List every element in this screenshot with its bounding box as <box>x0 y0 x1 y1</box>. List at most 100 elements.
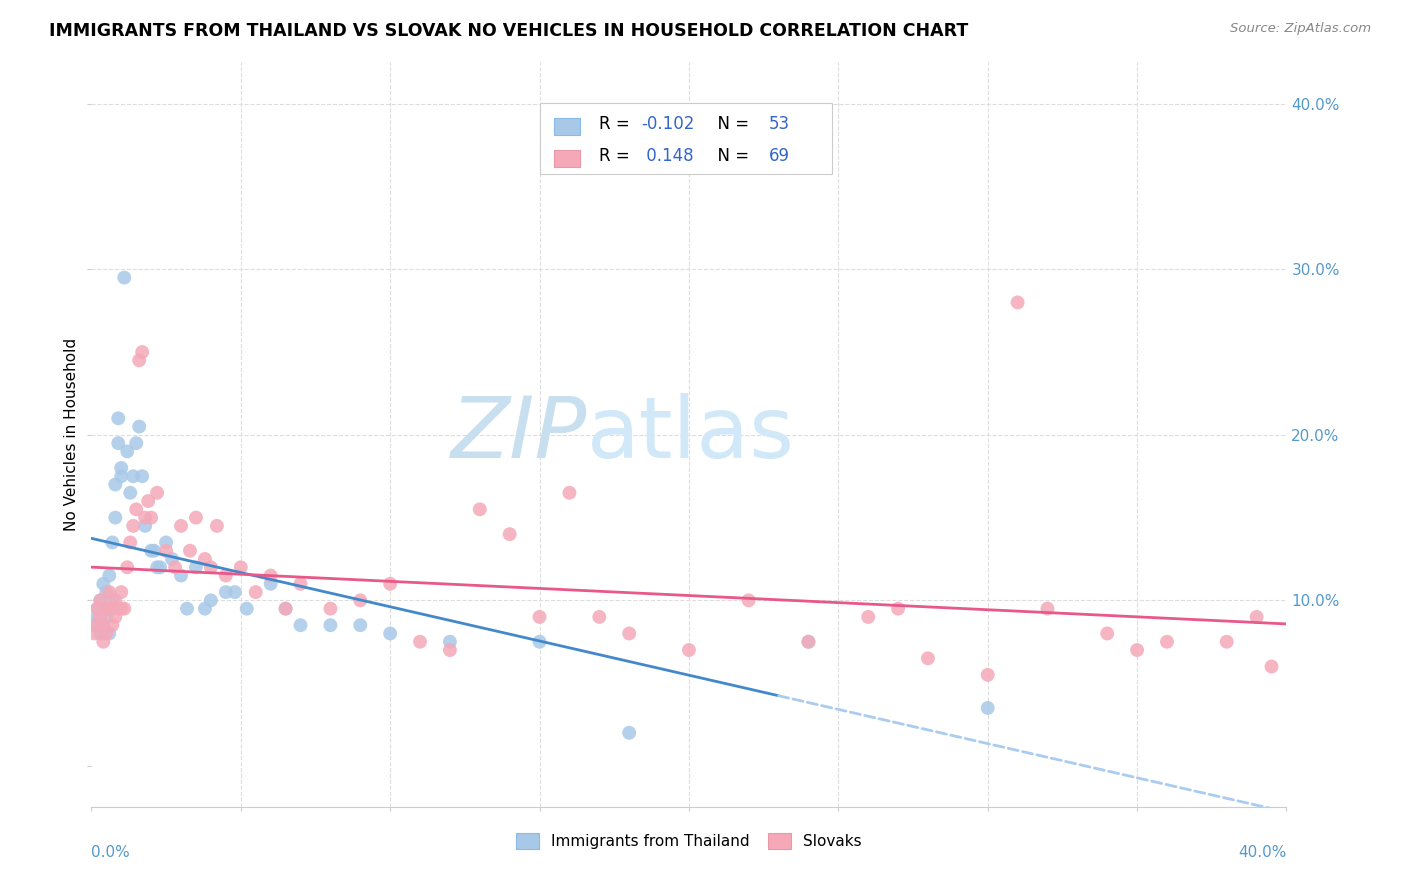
Point <box>143 543 166 558</box>
Point <box>976 701 998 715</box>
Point <box>128 353 150 368</box>
Point <box>101 601 124 615</box>
Point <box>917 651 939 665</box>
Point <box>134 519 156 533</box>
Point <box>290 618 312 632</box>
Point <box>439 643 461 657</box>
Point <box>125 502 148 516</box>
Point <box>110 601 132 615</box>
Point <box>1246 610 1268 624</box>
Point <box>110 469 132 483</box>
Point <box>194 552 217 566</box>
Point <box>115 560 138 574</box>
Point <box>1036 601 1059 615</box>
Point <box>1156 634 1178 648</box>
Point <box>89 610 111 624</box>
Point <box>96 601 118 615</box>
Point <box>619 726 641 740</box>
Point <box>529 634 551 648</box>
Legend: Immigrants from Thailand, Slovaks: Immigrants from Thailand, Slovaks <box>510 827 868 855</box>
Point <box>245 585 267 599</box>
Text: R =: R = <box>599 115 636 133</box>
Point <box>122 469 145 483</box>
Text: atlas: atlas <box>588 393 796 476</box>
Point <box>176 601 198 615</box>
Point <box>110 585 132 599</box>
Point <box>120 485 142 500</box>
Point <box>468 502 491 516</box>
Point <box>120 535 142 549</box>
Point <box>349 593 371 607</box>
Point <box>96 601 118 615</box>
Point <box>131 345 153 359</box>
Point <box>887 601 910 615</box>
Point <box>115 444 138 458</box>
Point <box>205 519 228 533</box>
Point <box>86 601 108 615</box>
Point <box>215 585 238 599</box>
Text: 53: 53 <box>769 115 790 133</box>
Point <box>1260 659 1282 673</box>
Point <box>146 485 169 500</box>
Point <box>98 585 121 599</box>
Point <box>101 618 124 632</box>
Point <box>290 576 312 591</box>
Point <box>112 601 135 615</box>
Text: ZIP: ZIP <box>451 393 588 476</box>
Point <box>1126 643 1149 657</box>
Point <box>136 494 159 508</box>
Point <box>409 634 432 648</box>
Point <box>89 593 111 607</box>
Point <box>155 543 177 558</box>
Point <box>93 618 115 632</box>
Bar <box>554 151 581 167</box>
Point <box>93 634 115 648</box>
Point <box>141 510 163 524</box>
Point <box>200 560 222 574</box>
Point <box>163 560 186 574</box>
Point <box>858 610 880 624</box>
Point <box>200 593 222 607</box>
Point <box>380 626 402 640</box>
Point <box>797 634 820 648</box>
Point <box>107 436 129 450</box>
Bar <box>554 119 581 135</box>
Point <box>131 469 153 483</box>
Text: -0.102: -0.102 <box>641 115 695 133</box>
Point <box>101 593 124 607</box>
Point <box>107 601 129 615</box>
Point <box>146 560 169 574</box>
Point <box>179 543 201 558</box>
Y-axis label: No Vehicles in Household: No Vehicles in Household <box>63 338 79 532</box>
Point <box>170 519 193 533</box>
Point <box>89 593 111 607</box>
Point <box>678 643 700 657</box>
Point <box>319 601 342 615</box>
Point <box>349 618 371 632</box>
Point <box>170 568 193 582</box>
Point <box>125 436 148 450</box>
Point <box>86 610 108 624</box>
Text: N =: N = <box>707 146 754 164</box>
Point <box>380 576 402 591</box>
Point <box>83 618 105 632</box>
Point <box>558 485 581 500</box>
Point <box>319 618 342 632</box>
Point <box>439 634 461 648</box>
Point <box>96 610 118 624</box>
Text: 40.0%: 40.0% <box>1239 845 1286 860</box>
Point <box>104 477 127 491</box>
Text: R =: R = <box>599 146 636 164</box>
Point <box>1216 634 1239 648</box>
Point <box>93 576 115 591</box>
Point <box>184 560 207 574</box>
Text: 0.0%: 0.0% <box>91 845 131 860</box>
Point <box>274 601 297 615</box>
Point <box>259 568 281 582</box>
Point <box>259 576 281 591</box>
Point <box>104 593 127 607</box>
Point <box>86 618 108 632</box>
Point <box>976 668 998 682</box>
Point <box>155 535 177 549</box>
Point <box>98 626 121 640</box>
